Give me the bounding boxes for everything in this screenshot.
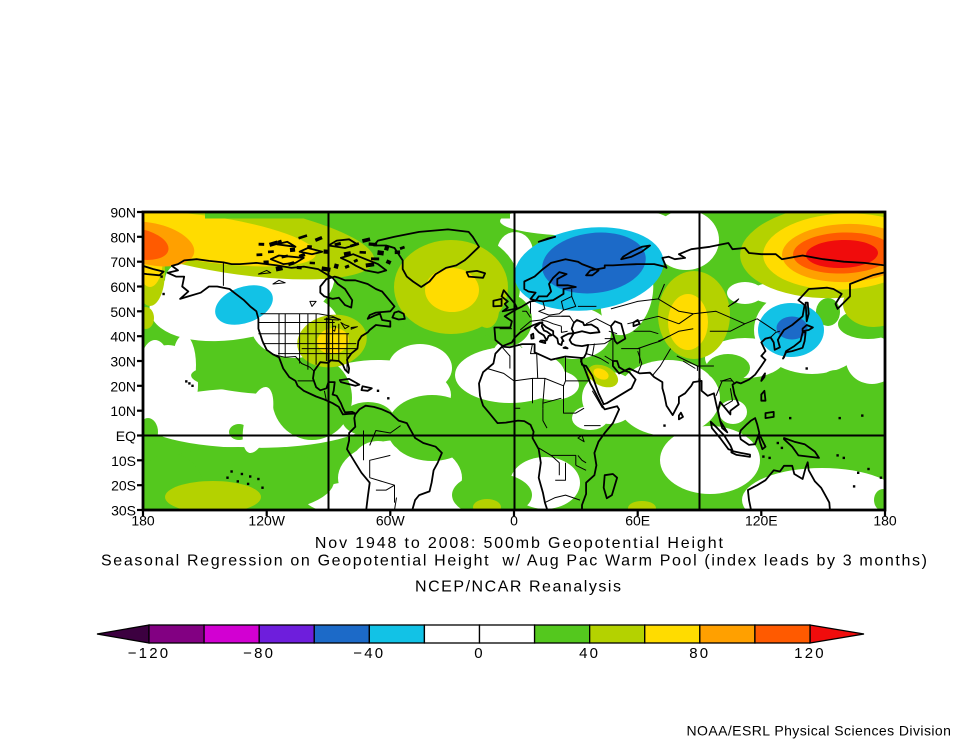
svg-text:40N: 40N bbox=[110, 329, 136, 345]
svg-text:30N: 30N bbox=[110, 354, 136, 370]
svg-text:30S: 30S bbox=[111, 503, 136, 519]
svg-text:50N: 50N bbox=[110, 304, 136, 320]
svg-text:180: 180 bbox=[873, 513, 897, 529]
svg-text:NOAA/ESRL Physical Sciences Di: NOAA/ESRL Physical Sciences Division bbox=[686, 723, 950, 739]
svg-text:40: 40 bbox=[579, 645, 600, 662]
svg-text:80N: 80N bbox=[110, 229, 136, 245]
svg-text:10N: 10N bbox=[110, 403, 136, 419]
svg-text:70N: 70N bbox=[110, 254, 136, 270]
svg-text:−80: −80 bbox=[243, 645, 275, 662]
svg-text:−40: −40 bbox=[353, 645, 385, 662]
svg-text:80: 80 bbox=[689, 645, 710, 662]
svg-text:120: 120 bbox=[794, 645, 826, 662]
svg-text:90N: 90N bbox=[110, 205, 136, 221]
svg-text:−120: −120 bbox=[128, 645, 171, 662]
svg-text:120E: 120E bbox=[745, 513, 778, 529]
svg-text:20S: 20S bbox=[111, 478, 136, 494]
svg-text:180: 180 bbox=[131, 513, 155, 529]
svg-text:10S: 10S bbox=[111, 453, 136, 469]
svg-text:0: 0 bbox=[474, 645, 485, 662]
svg-text:120W: 120W bbox=[248, 513, 285, 529]
svg-text:60N: 60N bbox=[110, 279, 136, 295]
svg-text:NCEP/NCAR Reanalysis: NCEP/NCAR Reanalysis bbox=[415, 579, 621, 596]
svg-text:0: 0 bbox=[510, 513, 518, 529]
svg-text:EQ: EQ bbox=[116, 428, 136, 444]
svg-text:20N: 20N bbox=[110, 378, 136, 394]
svg-text:60E: 60E bbox=[625, 513, 650, 529]
svg-text:Nov 1948 to 2008: 500mb Geopot: Nov 1948 to 2008: 500mb Geopotential Hei… bbox=[315, 535, 724, 552]
svg-text:60W: 60W bbox=[376, 513, 406, 529]
